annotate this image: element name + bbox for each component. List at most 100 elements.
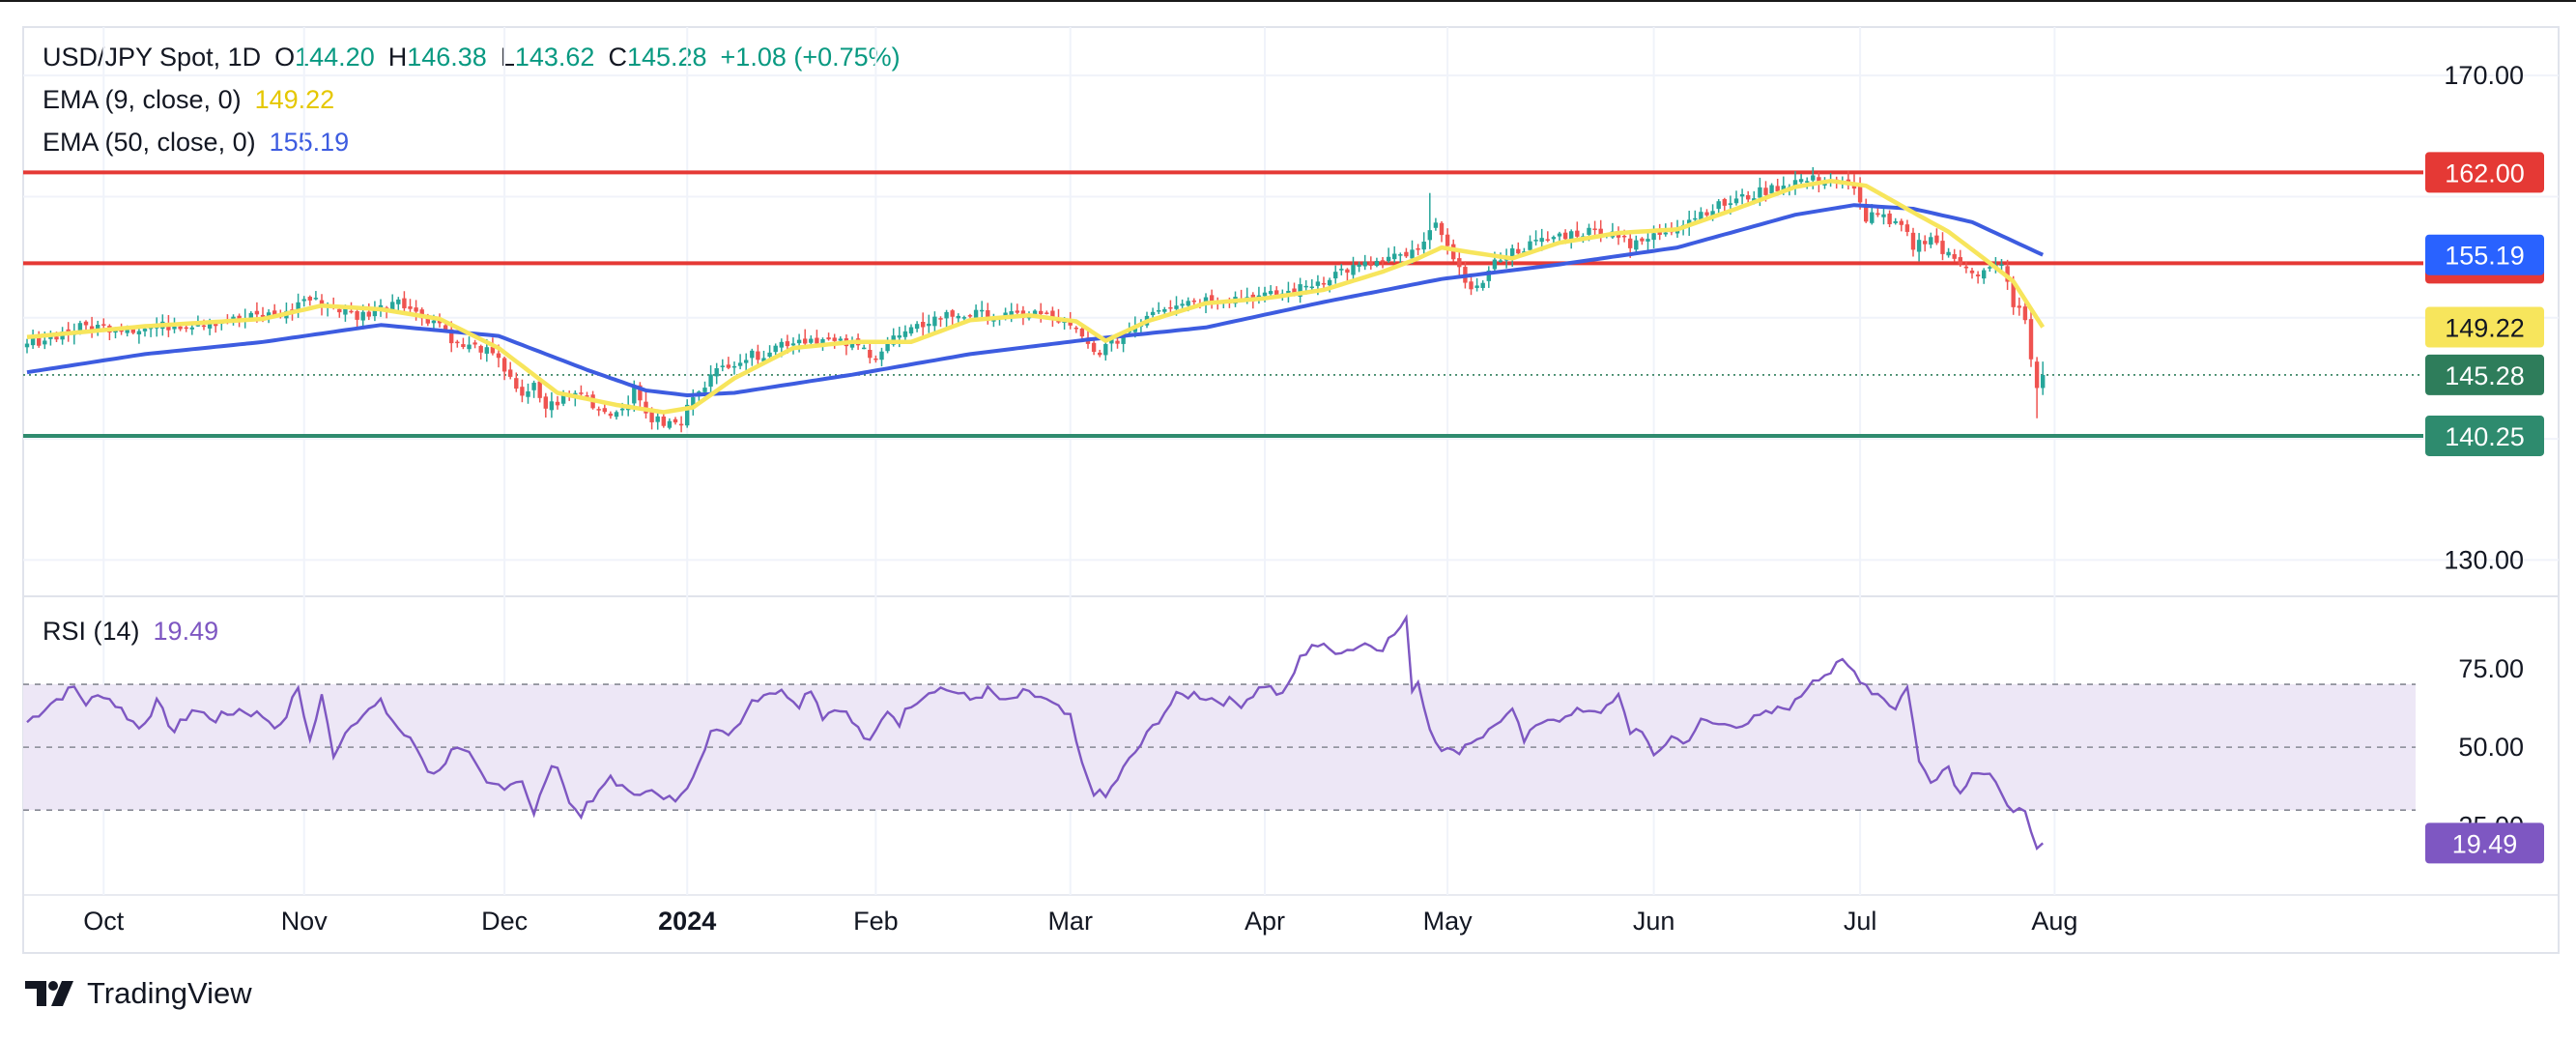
candle-body bbox=[1545, 239, 1550, 241]
time-axis-tick-label: Apr bbox=[1245, 907, 1285, 936]
ema50-line bbox=[26, 203, 2045, 397]
price-tags: 162.00154.50140.25155.19149.22145.2819.4… bbox=[2425, 152, 2544, 864]
candle-body bbox=[30, 337, 36, 346]
ema50-label: EMA (50, close, 0) bbox=[43, 128, 256, 157]
price-axis-tick-label: 170.00 bbox=[2444, 61, 2524, 90]
candle-body bbox=[1792, 180, 1798, 188]
candle-body bbox=[1775, 186, 1780, 192]
candle-body bbox=[496, 353, 501, 359]
candle-body bbox=[1923, 241, 1928, 245]
candle-body bbox=[585, 395, 589, 397]
candle-body bbox=[237, 315, 242, 320]
candle-body bbox=[815, 337, 819, 344]
candle-body bbox=[1180, 303, 1185, 306]
time-axis-tick-label: Mar bbox=[1047, 907, 1093, 936]
candle-body bbox=[472, 342, 477, 345]
candle-body bbox=[1421, 242, 1426, 250]
candle-body bbox=[43, 340, 47, 345]
candle-body bbox=[1079, 328, 1085, 337]
candle-body bbox=[1480, 282, 1485, 288]
candle-body bbox=[1404, 251, 1409, 257]
candle-body bbox=[555, 401, 560, 406]
candle-body bbox=[1315, 281, 1321, 286]
candle-body bbox=[1988, 267, 1992, 269]
candle-body bbox=[1628, 238, 1633, 248]
tradingview-logo[interactable]: TradingView bbox=[25, 976, 252, 1011]
candle-body bbox=[961, 317, 967, 319]
candle-body bbox=[1368, 261, 1373, 266]
candle-body bbox=[372, 310, 378, 317]
candle-body bbox=[1039, 310, 1044, 314]
candle-body bbox=[579, 392, 584, 394]
candle-body bbox=[378, 304, 384, 309]
candle-body bbox=[1758, 187, 1762, 198]
candle-body bbox=[944, 311, 949, 319]
ema50-legend: EMA (50, close, 0) 155.19 bbox=[43, 128, 349, 158]
candle-body bbox=[1203, 297, 1209, 304]
candle-body bbox=[1209, 295, 1215, 303]
candle-body bbox=[1699, 212, 1703, 220]
candle-body bbox=[449, 329, 454, 344]
candle-body bbox=[543, 396, 548, 409]
ema50-legend-value: 155.19 bbox=[269, 128, 350, 157]
candle-body bbox=[1309, 286, 1314, 289]
candle-body bbox=[484, 347, 489, 354]
candle-body bbox=[296, 302, 301, 310]
rsi-line bbox=[26, 614, 2045, 851]
candle-body bbox=[142, 329, 148, 332]
candle-body bbox=[1268, 291, 1274, 295]
candle-body bbox=[560, 395, 566, 404]
candle-body bbox=[1433, 222, 1439, 228]
candle-body bbox=[307, 297, 312, 301]
ema9-legend-value: 149.22 bbox=[254, 85, 335, 114]
candle-body bbox=[921, 322, 926, 328]
candle-body bbox=[1516, 248, 1521, 254]
rsi-legend: RSI (14) 19.49 bbox=[43, 617, 218, 647]
candle-body bbox=[2011, 282, 2016, 307]
candle-body bbox=[189, 327, 194, 330]
candle-body bbox=[785, 341, 790, 347]
candle-body bbox=[1469, 281, 1474, 290]
candle-body bbox=[1339, 269, 1344, 271]
candle-body bbox=[1693, 217, 1698, 220]
candle-body bbox=[608, 413, 614, 417]
candle-body bbox=[130, 329, 135, 333]
candle-body bbox=[184, 327, 188, 330]
candle-body bbox=[596, 409, 601, 411]
level-tag-bg bbox=[2425, 415, 2544, 456]
candle-body bbox=[973, 309, 979, 318]
ema9-label: EMA (9, close, 0) bbox=[43, 85, 242, 114]
candle-body bbox=[1952, 253, 1957, 259]
candle-body bbox=[1003, 312, 1008, 317]
chart-frame bbox=[22, 26, 2560, 954]
candle-body bbox=[113, 330, 118, 333]
rsi-axis-tick-label: 75.00 bbox=[2458, 654, 2524, 683]
candle-body bbox=[614, 412, 619, 418]
close-value-group: C145.28 bbox=[608, 43, 707, 72]
candle-body bbox=[1015, 310, 1019, 313]
candle-body bbox=[1398, 254, 1403, 256]
candle-body bbox=[1157, 310, 1161, 312]
candle-body bbox=[1103, 344, 1108, 356]
candle-body bbox=[1386, 256, 1391, 262]
candle-body bbox=[667, 420, 673, 428]
candle-body bbox=[1887, 213, 1892, 224]
candle-body bbox=[873, 358, 878, 360]
candle-body bbox=[520, 387, 525, 396]
candle-body bbox=[1592, 228, 1597, 231]
candle-body bbox=[1934, 235, 1939, 244]
candle-body bbox=[136, 331, 142, 334]
candle-body bbox=[1492, 259, 1498, 270]
candle-body bbox=[1805, 181, 1810, 183]
candle-body bbox=[266, 312, 272, 319]
candle-body bbox=[1598, 228, 1603, 237]
candle-body bbox=[1716, 201, 1721, 210]
candle-body bbox=[767, 352, 772, 358]
candle-body bbox=[396, 299, 401, 304]
candle-body bbox=[1068, 320, 1073, 326]
ema9-tag-bg bbox=[2425, 306, 2544, 348]
candle-body bbox=[478, 345, 483, 353]
candle-body bbox=[832, 337, 837, 341]
last-price-tag: 145.28 bbox=[2445, 361, 2525, 390]
